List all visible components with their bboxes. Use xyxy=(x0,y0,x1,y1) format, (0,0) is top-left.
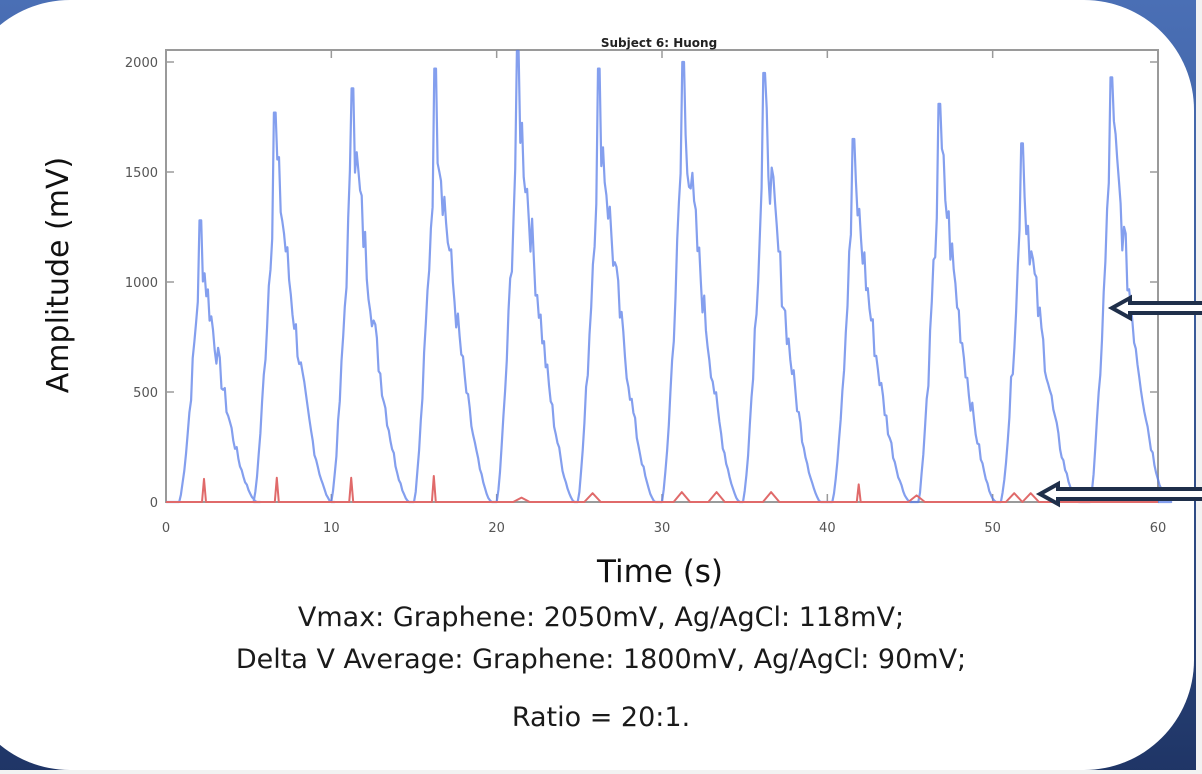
graphene-trace xyxy=(166,49,1173,504)
agagcl-trace xyxy=(166,475,1158,503)
x-tick-label: 50 xyxy=(984,521,1001,536)
chart-title: Subject 6: Huong xyxy=(601,36,717,50)
y-tick-label: 0 xyxy=(150,496,158,511)
right-edge xyxy=(1196,0,1202,774)
x-axis-label: Time (s) xyxy=(596,554,723,590)
y-tick-label: 2000 xyxy=(125,56,158,71)
caption-delta-v: Delta V Average: Graphene: 1800mV, Ag/Ag… xyxy=(235,644,967,675)
y-tick-label: 500 xyxy=(133,386,158,401)
caption-ratio: Ratio = 20:1. xyxy=(511,702,691,733)
x-tick-label: 40 xyxy=(819,521,836,536)
x-tick-label: 30 xyxy=(654,521,671,536)
y-tick-label: 1000 xyxy=(125,276,158,291)
x-tick-label: 10 xyxy=(323,521,340,536)
x-axis-ticks: 0 10 20 30 40 50 60 xyxy=(162,50,1166,536)
graphene-arrow-icon xyxy=(1107,294,1202,322)
y-tick-label: 1500 xyxy=(125,166,158,181)
x-tick-label: 20 xyxy=(488,521,505,536)
bottom-edge xyxy=(0,770,1202,774)
agagcl-arrow-icon xyxy=(1035,480,1202,508)
x-tick-label: 0 xyxy=(162,521,170,536)
y-axis-label: Amplitude (mV) xyxy=(41,157,76,393)
x-tick-label: 60 xyxy=(1150,521,1167,536)
y-axis-ticks: 0 500 1000 1500 2000 xyxy=(125,56,1158,511)
caption-vmax: Vmax: Graphene: 2050mV, Ag/AgCl: 118mV; xyxy=(297,602,905,633)
